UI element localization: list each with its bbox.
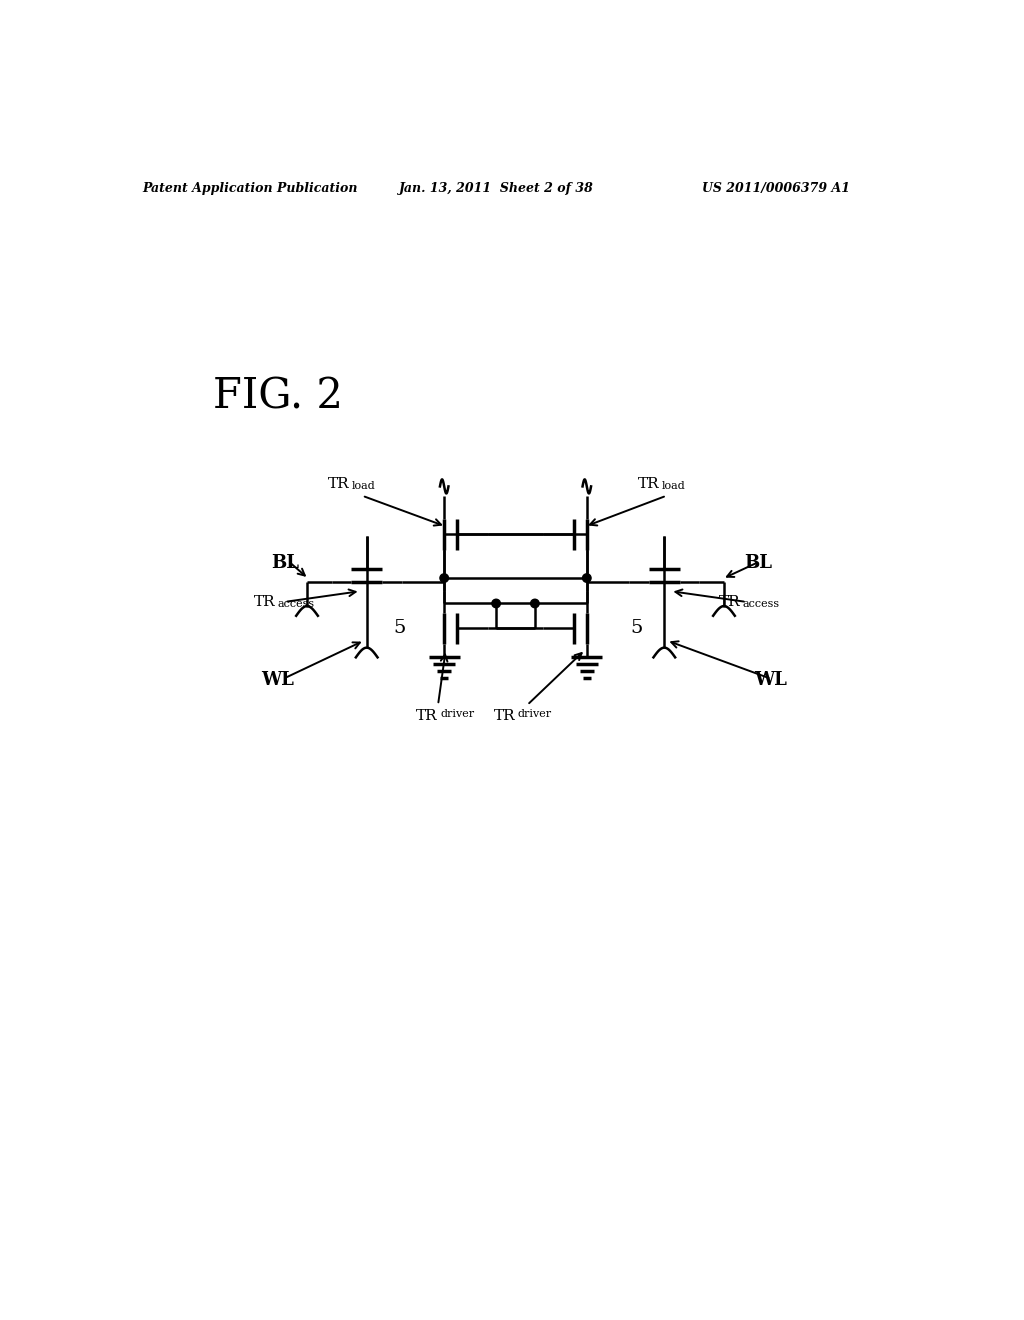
Text: 5: 5 [630, 619, 643, 638]
Text: TR: TR [254, 595, 275, 609]
Text: WL: WL [261, 672, 294, 689]
Text: 5: 5 [393, 619, 406, 638]
Text: TR: TR [328, 477, 349, 491]
Text: BL: BL [744, 553, 772, 572]
Text: driver: driver [440, 709, 474, 719]
Text: TR: TR [417, 709, 438, 723]
Circle shape [530, 599, 540, 607]
Text: BL: BL [271, 553, 299, 572]
Text: Jan. 13, 2011  Sheet 2 of 38: Jan. 13, 2011 Sheet 2 of 38 [399, 182, 594, 194]
Text: Patent Application Publication: Patent Application Publication [142, 182, 357, 194]
Text: load: load [352, 480, 376, 491]
Text: US 2011/0006379 A1: US 2011/0006379 A1 [701, 182, 850, 194]
Text: load: load [662, 480, 686, 491]
Text: access: access [278, 599, 314, 609]
Circle shape [583, 574, 591, 582]
Circle shape [440, 574, 449, 582]
Text: driver: driver [518, 709, 552, 719]
Text: TR: TR [638, 477, 659, 491]
Text: WL: WL [755, 672, 787, 689]
Circle shape [492, 599, 501, 607]
Text: TR: TR [719, 595, 740, 609]
Text: FIG. 2: FIG. 2 [213, 376, 343, 417]
Text: TR: TR [494, 709, 515, 723]
Text: access: access [742, 599, 779, 609]
